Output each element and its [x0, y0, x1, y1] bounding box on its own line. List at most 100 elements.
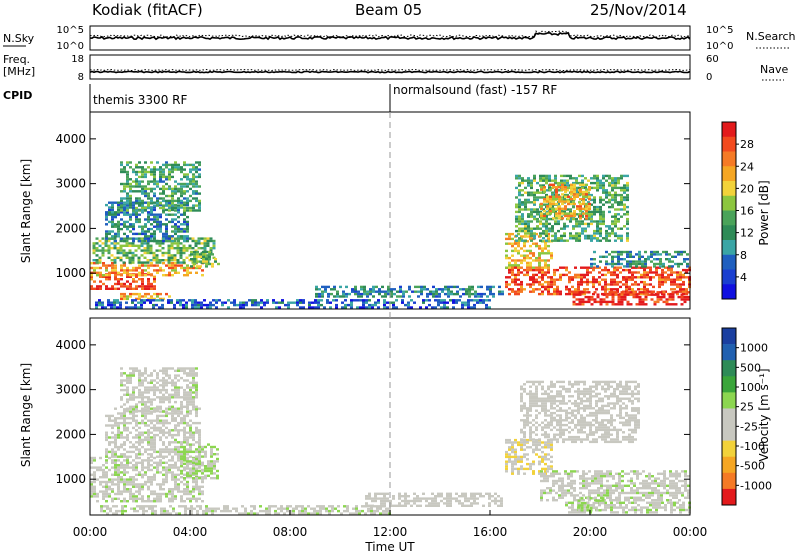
power-cell [560, 175, 563, 177]
velocity-cell [105, 495, 108, 497]
power-cell [474, 295, 477, 297]
velocity-cell [156, 427, 159, 429]
power-cell [557, 230, 560, 232]
power-cell [318, 293, 321, 295]
power-cell [626, 184, 629, 186]
velocity-cell [165, 476, 168, 478]
velocity-cell [205, 508, 208, 510]
power-cell [671, 260, 674, 262]
power-cell [123, 261, 126, 263]
power-cell [486, 295, 489, 297]
power-cell [527, 199, 530, 201]
power-cell [147, 218, 150, 220]
power-cell [664, 281, 667, 283]
power-cell [168, 238, 171, 240]
velocity-cell [186, 460, 189, 462]
velocity-cell [470, 505, 473, 507]
velocity-cell [105, 424, 108, 426]
power-cell [93, 280, 96, 282]
power-cell [577, 276, 580, 278]
velocity-cell [171, 367, 174, 369]
velocity-cell [190, 505, 193, 507]
power-cell [511, 245, 514, 247]
power-cell [599, 213, 602, 215]
power-cell [568, 288, 571, 290]
power-cell [508, 288, 511, 290]
velocity-cell [183, 446, 186, 448]
velocity-cell [138, 391, 141, 393]
velocity-cell [123, 394, 126, 396]
power-cell [108, 202, 111, 204]
power-cell [227, 306, 230, 308]
power-cell [539, 235, 542, 237]
velocity-cell [195, 463, 198, 465]
velocity-cell [126, 377, 129, 379]
velocity-cell [108, 420, 111, 422]
power-cell [438, 293, 441, 295]
power-cell [617, 177, 620, 179]
power-cell [402, 291, 405, 293]
power-cell [530, 211, 533, 213]
power-cell [617, 251, 620, 253]
velocity-cell [135, 486, 138, 488]
velocity-cell [132, 498, 135, 500]
power-cell [535, 259, 538, 261]
power-cell [530, 194, 533, 196]
velocity-cell [133, 508, 136, 510]
velocity-cell [129, 396, 132, 398]
velocity-cell [437, 502, 440, 504]
power-cell [159, 178, 162, 180]
freq-trace [90, 70, 690, 73]
velocity-cell [114, 439, 117, 441]
power-cell [165, 176, 168, 178]
power-cell [182, 304, 185, 306]
power-cell [131, 302, 134, 304]
power-cell [123, 245, 126, 247]
velocity-cell [301, 505, 304, 507]
power-cell [521, 201, 524, 203]
velocity-cell [367, 508, 370, 510]
velocity-cell [517, 441, 520, 443]
power-cell [535, 243, 538, 245]
power-cell [524, 187, 527, 189]
velocity-cell [473, 493, 476, 495]
velocity-cell [319, 512, 322, 514]
power-cell [108, 230, 111, 232]
velocity-cell [177, 370, 180, 372]
power-cell [159, 293, 162, 295]
power-cell [159, 230, 162, 232]
power-cell [620, 216, 623, 218]
power-cell [527, 228, 530, 230]
power-cell [524, 230, 527, 232]
velocity-cell [123, 456, 126, 458]
power-cell [117, 209, 120, 211]
power-cell [135, 288, 138, 290]
power-cell [105, 249, 108, 251]
power-cell [378, 293, 381, 295]
velocity-cell [142, 508, 145, 510]
velocity-cell [123, 384, 126, 386]
velocity-cell [476, 497, 479, 499]
velocity-cell [117, 469, 120, 471]
power-cell [584, 223, 587, 225]
velocity-cell [138, 372, 141, 374]
power-cell [120, 197, 123, 199]
power-cell [342, 295, 345, 297]
power-cell [146, 299, 149, 301]
power-cell [213, 245, 216, 247]
velocity-cell [165, 374, 168, 376]
velocity-cell [514, 468, 517, 470]
power-cell [123, 264, 126, 266]
power-cell [254, 304, 257, 306]
power-cell [485, 304, 488, 306]
power-cell [410, 299, 413, 301]
power-cell [138, 204, 141, 206]
power-cell [138, 214, 141, 216]
velocity-cell [204, 475, 207, 477]
velocity-cell [488, 505, 491, 507]
power-cell [543, 200, 546, 202]
velocity-cell [201, 448, 204, 450]
power-colorbar-label: Power [dB] [757, 180, 771, 245]
power-cell [541, 276, 544, 278]
velocity-cell [186, 465, 189, 467]
